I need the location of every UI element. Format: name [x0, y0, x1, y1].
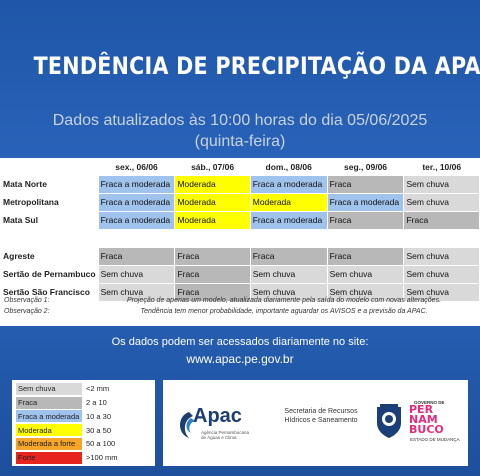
footer-logos: Apac Agência Pernambucana de Águas e Cli… — [163, 380, 468, 466]
forecast-cell: Fraca a moderada — [97, 210, 176, 230]
legend-item: Forte >100 mm — [16, 451, 151, 465]
forecast-cell: Fraca — [326, 210, 405, 230]
apac-swirl-icon — [180, 412, 195, 438]
observation-text: Tendência tem menor probabilidade, impor… — [140, 308, 428, 315]
region-header — [0, 160, 98, 175]
observation-text: Projeção de apenas um modelo, atualizada… — [126, 297, 442, 304]
region-name: Sertão de Pernambuco — [3, 269, 96, 279]
forecast-cell: Fraca — [174, 246, 251, 266]
legend-range: 50 a 100 — [86, 439, 116, 449]
legend-swatch: Moderada — [16, 424, 82, 437]
forecast-cell: Fraca a moderada — [97, 192, 176, 212]
legend-item: Sem chuva <2 mm — [16, 382, 151, 396]
observation-label: Observação 2: — [4, 308, 50, 315]
update-timestamp: Dados atualizados às 10:00 horas do dia … — [52, 112, 428, 129]
forecast-cell: Fraca — [174, 282, 251, 302]
legend-item: Moderada a forte 50 a 100 — [16, 437, 151, 451]
forecast-cell: Fraca a moderada — [249, 210, 328, 230]
day-header: ter., 10/06 — [422, 162, 462, 173]
table-row: Mata Norte Fraca a moderada Moderada Fraca … — [0, 174, 480, 194]
state-tagline: ESTADO DE MUDANÇA — [410, 437, 460, 442]
forecast-cell: Fraca — [326, 174, 405, 194]
forecast-table: sex., 06/06 sáb., 07/06 dom., 08/06 seg.… — [0, 160, 480, 302]
region-name: Metropolitana — [3, 197, 59, 207]
region-name: Sertão São Francisco — [3, 287, 90, 297]
forecast-cell: Sem chuva — [249, 264, 328, 284]
legend-item: Fraca 2 a 10 — [16, 396, 151, 410]
observation-1: Observação 1: Projeção de apenas um mode… — [4, 297, 476, 307]
forecast-cell: Fraca — [326, 246, 405, 266]
region-name: Mata Sul — [3, 215, 38, 225]
forecast-cell: Sem chuva — [97, 282, 176, 302]
forecast-cell: Fraca a moderada — [97, 174, 176, 194]
table-row: Metropolitana Fraca a moderada Moderada Mod… — [0, 192, 480, 212]
region-name: Mata Norte — [3, 179, 47, 189]
day-header: sáb., 07/06 — [191, 162, 235, 173]
apac-fullname: Agência Pernambucana de Águas e Clima — [201, 430, 250, 440]
forecast-header-row: sex., 06/06 sáb., 07/06 dom., 08/06 seg.… — [0, 160, 480, 175]
region-name: Agreste — [3, 251, 35, 261]
update-weekday: (quinta-feira) — [194, 133, 286, 150]
legend-range: 2 a 10 — [86, 398, 107, 408]
forecast-cell: Moderada — [174, 192, 251, 212]
forecast-cell: Sem chuva — [403, 192, 480, 212]
government-label: GOVERNO DE — [414, 400, 445, 405]
forecast-cell: Fraca — [174, 264, 251, 284]
forecast-cell: Sem chuva — [326, 264, 405, 284]
table-row: Sertão São Francisco Sem chuva Fraca Sem ch… — [0, 282, 480, 302]
forecast-cell: Fraca — [97, 246, 176, 266]
observation-2: Observação 2: Tendência tem menor probab… — [4, 308, 476, 318]
forecast-cell: Sem chuva — [403, 246, 480, 266]
forecast-cell: Moderada — [174, 174, 251, 194]
legend-item: Fraca a moderada 10 a 30 — [16, 410, 151, 424]
forecast-cell: Sem chuva — [403, 282, 480, 302]
state-wordmark-line: BUCO — [409, 423, 444, 436]
table-row: Sertão de Pernambuco Sem chuva Fraca Sem ch… — [0, 264, 480, 284]
state-wordmark-line: PER — [409, 403, 434, 416]
state-seal-icon — [377, 404, 401, 438]
legend-swatch: Fraca — [16, 396, 82, 409]
day-header: dom., 08/06 — [265, 162, 312, 173]
forecast-cell: Fraca a moderada — [249, 174, 328, 194]
legend-swatch: Sem chuva — [16, 382, 82, 395]
legend-swatch: Fraca a moderada — [16, 410, 82, 423]
forecast-cell: Sem chuva — [97, 264, 176, 284]
forecast-cell: Moderada — [249, 192, 328, 212]
forecast-cell: Moderada — [174, 210, 251, 230]
forecast-cell: Fraca — [249, 246, 328, 266]
state-wordmark: PER NAM BUCO — [409, 403, 465, 436]
table-row: Mata Sul Fraca a moderada Moderada Fraca a … — [0, 210, 480, 230]
forecast-cell: Fraca — [403, 210, 480, 230]
day-header: seg., 09/06 — [344, 162, 388, 173]
forecast-cell: Sem chuva — [403, 264, 480, 284]
legend-range: <2 mm — [86, 384, 110, 394]
forecast-cell: Sem chuva — [326, 282, 405, 302]
state-wordmark-line: NAM — [409, 413, 438, 426]
page-title: TENDÊNCIA DE PRECIPITAÇÃO DA APAC — [33, 52, 480, 80]
site-url-link[interactable]: www.apac.pe.gov.br — [186, 352, 294, 366]
legend-range: 10 a 30 — [86, 411, 112, 421]
site-caption: Os dados podem ser acessados diariamente… — [111, 336, 369, 348]
forecast-cell: Fraca a moderada — [326, 192, 405, 212]
legend-range: 30 a 50 — [86, 425, 112, 435]
row-spacer — [0, 229, 480, 247]
table-row: Agreste Fraca Fraca Fraca Fraca Sem chuva — [0, 246, 480, 266]
apac-wordmark: Apac — [193, 405, 242, 427]
forecast-panel: sex., 06/06 sáb., 07/06 dom., 08/06 seg.… — [0, 158, 480, 326]
secretaria-name: Secretaria de Recursos Hídricos e Saneam… — [284, 408, 358, 424]
day-header: sex., 06/06 — [115, 162, 158, 173]
observation-label: Observação 1: — [4, 297, 50, 304]
legend-swatch: Forte — [16, 451, 82, 464]
legend-swatch: Moderada a forte — [16, 437, 82, 450]
legend-item: Moderada 30 a 50 — [16, 423, 151, 437]
intensity-legend: Sem chuva <2 mm Fraca 2 a 10 Fraca a moderad… — [12, 380, 155, 466]
forecast-cell: Sem chuva — [403, 174, 480, 194]
legend-range: >100 mm — [86, 453, 118, 463]
